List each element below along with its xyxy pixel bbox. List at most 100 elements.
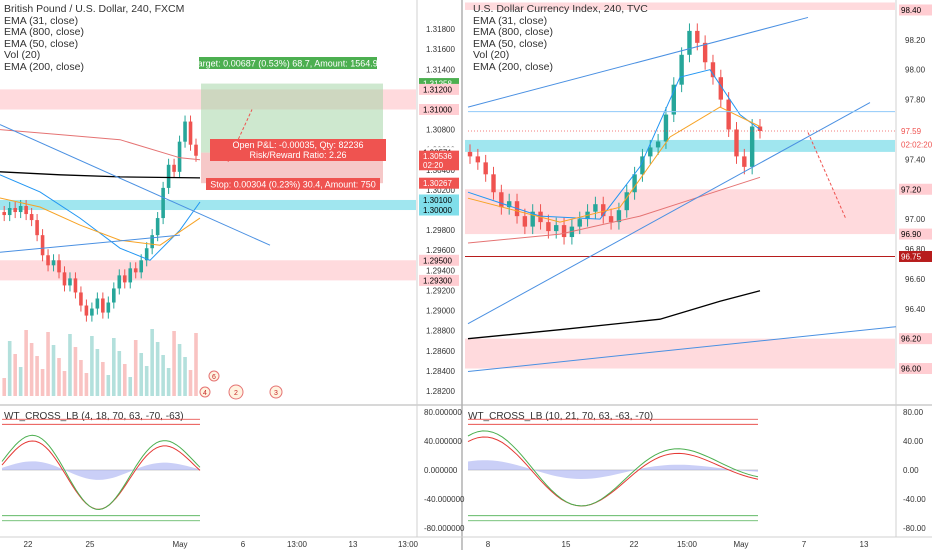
candle-body — [79, 292, 83, 306]
price-label: 1.29500 — [423, 256, 452, 265]
ema200-line — [0, 129, 201, 161]
candle-body — [663, 114, 669, 142]
candle-body — [742, 156, 747, 167]
trendline — [467, 102, 871, 325]
candle-body — [90, 308, 94, 316]
price-label-bg — [899, 363, 932, 375]
candle-body — [29, 214, 34, 221]
candle-body — [577, 219, 582, 227]
volume-bar — [46, 332, 50, 396]
price-label: 1.30536 — [423, 152, 452, 161]
open-pnl-label: Open P&L: -0.00035, Qty: 82236 Risk/Rewa… — [210, 139, 386, 161]
price-label: 1.31000 — [423, 106, 452, 115]
candle-body — [139, 260, 144, 273]
candle-body — [51, 260, 56, 266]
osc-tick: 40.00 — [903, 437, 924, 446]
price-label: 1.31200 — [423, 85, 452, 94]
candle-body — [702, 42, 708, 63]
osc-tick: 0.000000 — [424, 466, 458, 475]
price-tick: 1.29800 — [426, 226, 455, 235]
price-tick: 98.20 — [905, 36, 926, 45]
svg-text:3: 3 — [274, 390, 278, 397]
time-tick: 15 — [562, 540, 571, 549]
volume-bar — [18, 367, 23, 396]
volume-bar — [144, 366, 149, 396]
price-tick: 1.28200 — [426, 387, 455, 396]
volume-bar — [183, 357, 187, 396]
dxy-plot[interactable]: 98.4098.2098.0097.8097.6097.4097.2097.00… — [465, 2, 932, 375]
price-label-bg — [419, 104, 459, 115]
left-osc-title: WT_CROSS_LB (4, 18, 70, 63, -70, -63) — [4, 411, 184, 422]
price-label: 1.30267 — [423, 179, 452, 188]
candle-body — [640, 156, 645, 175]
candle-body — [117, 275, 122, 289]
zone-rect — [465, 2, 895, 10]
price-tick: 1.30800 — [426, 126, 455, 135]
svg-text:4: 4 — [203, 390, 207, 397]
price-label-bg — [419, 159, 459, 171]
svg-text:Stop: 0.00304 (0.23%) 30.4, Am: Stop: 0.00304 (0.23%) 30.4, Amount: 750 — [210, 180, 376, 190]
volume-bar — [40, 369, 45, 396]
volume-bar — [112, 338, 116, 396]
price-label-bg — [419, 254, 459, 266]
osc-tick: -40.000000 — [424, 495, 465, 504]
candle-body — [57, 260, 61, 273]
price-tick: 1.31400 — [426, 65, 455, 74]
osc-histogram — [468, 460, 758, 479]
left-legend: British Pound / U.S. Dollar, 240, FXCM E… — [4, 3, 184, 74]
price-label: 96.00 — [901, 365, 922, 374]
volume-bar — [128, 377, 133, 396]
candle-body — [530, 211, 535, 227]
left-oscillator: 80.000000 40.000000 0.000000 -40.000000 -80.… — [1, 408, 465, 533]
volume-bar — [35, 356, 39, 396]
time-tick: 13 — [860, 540, 869, 549]
price-tick: 1.28400 — [426, 367, 455, 376]
time-tick: May — [733, 540, 748, 549]
candle-body — [7, 208, 12, 216]
zone-rect — [465, 139, 895, 152]
candle-body — [632, 174, 637, 193]
candle-body — [749, 126, 755, 167]
candle-body — [718, 77, 724, 100]
candle-body — [616, 210, 622, 223]
price-tick: 1.31800 — [426, 25, 455, 34]
candle-body — [161, 187, 165, 219]
zone-rect — [465, 189, 895, 235]
volume-bar — [2, 378, 7, 396]
candle-body — [554, 225, 559, 232]
candle-body — [150, 235, 154, 249]
left-indicator: EMA (50, close) — [4, 37, 79, 50]
price-label-bg — [419, 204, 459, 216]
event-markers[interactable]: 6 4 2 3 — [199, 370, 283, 400]
candle-body — [624, 192, 629, 211]
right-title: U.S. Dollar Currency Index, 240, TVC — [473, 3, 648, 15]
candle-body — [648, 147, 653, 157]
price-label: 97.59 — [901, 127, 922, 136]
price-label-bg — [419, 78, 459, 90]
zone-rect — [0, 260, 416, 281]
price-label: 02:20 — [423, 161, 444, 170]
wt2-line — [467, 436, 759, 507]
candle-body — [24, 206, 28, 215]
volume-bar — [95, 349, 100, 396]
candle-body — [475, 156, 481, 163]
price-label-bg — [899, 228, 932, 240]
candle-body — [593, 204, 598, 212]
price-tick: 1.30400 — [426, 166, 455, 175]
price-label-bg — [419, 177, 459, 189]
gbpusd-plot[interactable]: 1.31800 1.31600 1.31400 1.31200 1.31000 1.308… — [0, 25, 459, 396]
ema200-line — [467, 176, 761, 244]
candle-body — [483, 162, 488, 175]
candle-body — [671, 84, 676, 115]
candle-body — [35, 220, 39, 236]
candle-body — [679, 54, 684, 85]
candle-body — [608, 216, 614, 223]
trendline — [467, 326, 897, 373]
candle-body — [467, 151, 473, 157]
left-indicator: EMA (31, close) — [4, 14, 79, 27]
price-tick: 97.80 — [905, 96, 926, 105]
ema31-line — [467, 69, 761, 220]
volume-bar — [79, 360, 83, 396]
price-tick: 96.80 — [905, 245, 926, 254]
candle-body — [561, 225, 567, 238]
